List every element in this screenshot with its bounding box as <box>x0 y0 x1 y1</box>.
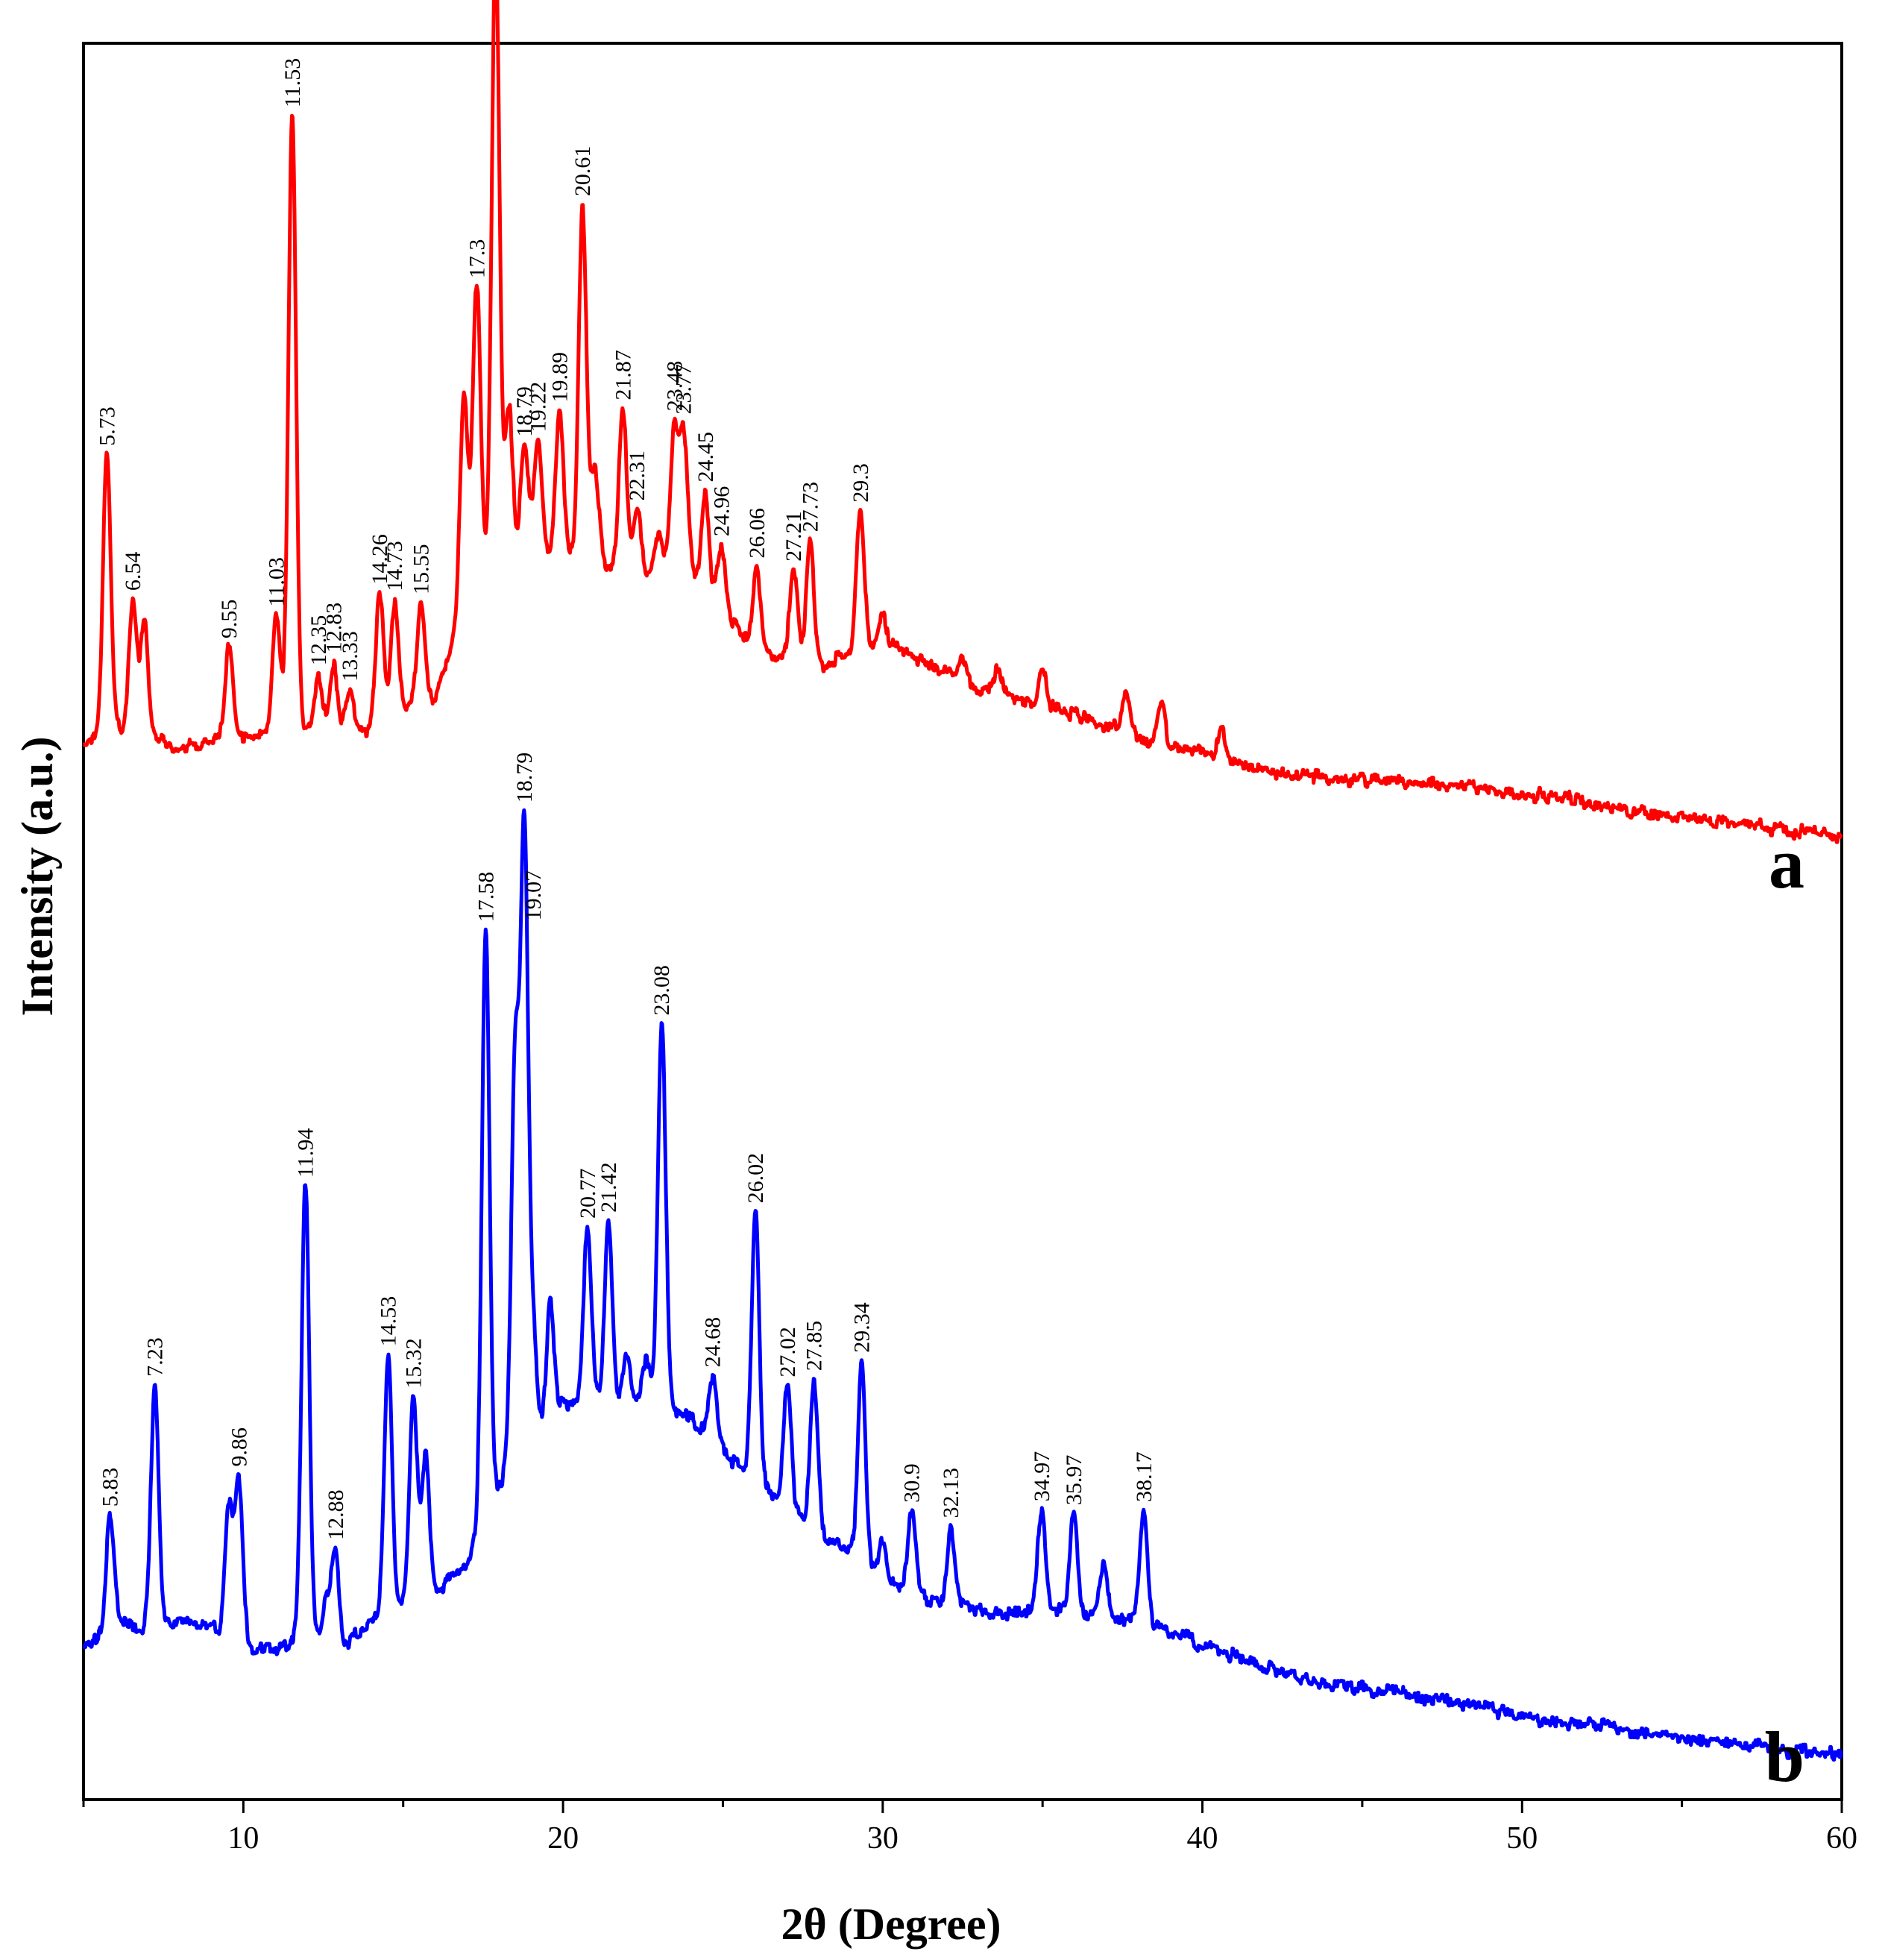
peak-label: 23.08 <box>649 965 674 1016</box>
peak-label: 27.02 <box>775 1327 800 1378</box>
peak-label: 5.83 <box>98 1468 123 1507</box>
peak-label: 5.73 <box>95 406 119 446</box>
peak-label: 24.96 <box>710 486 734 537</box>
peak-label: 20.61 <box>570 146 595 197</box>
peak-label: 32.13 <box>939 1468 963 1518</box>
peak-label: 24.45 <box>693 432 718 483</box>
peak-label: 18.79 <box>512 386 537 437</box>
peak-label: 27.73 <box>799 482 823 533</box>
peak-label: 17.58 <box>473 872 498 923</box>
x-tick-label: 50 <box>1506 1821 1538 1856</box>
peak-label: 35.97 <box>1062 1455 1086 1506</box>
peak-label: 26.02 <box>743 1153 768 1204</box>
x-tick-label: 40 <box>1187 1821 1218 1856</box>
peak-label: 9.86 <box>227 1427 251 1467</box>
peak-label: 15.32 <box>401 1338 426 1389</box>
peak-label: 11.53 <box>280 58 305 107</box>
peak-label: 14.53 <box>377 1296 401 1347</box>
peak-label: 38.17 <box>1132 1451 1157 1502</box>
peak-label: 30.9 <box>899 1463 924 1503</box>
peak-label: 23.48 <box>662 361 687 412</box>
x-axis-ticks <box>82 1800 1843 1813</box>
x-tick-label: 20 <box>547 1821 579 1856</box>
peak-label: 34.97 <box>1030 1451 1054 1502</box>
peak-label: 12.88 <box>324 1489 348 1540</box>
peak-label: 26.06 <box>745 508 770 559</box>
peak-label: 14.26 <box>368 534 392 585</box>
peak-label: 17.3 <box>465 239 489 279</box>
peak-label: 9.55 <box>217 600 242 639</box>
peak-label: 19.89 <box>547 352 572 403</box>
peak-label: 27.21 <box>781 511 806 562</box>
peak-label: 24.68 <box>701 1317 726 1368</box>
x-tick-label: 30 <box>867 1821 899 1856</box>
peak-label: 19.22 <box>526 382 551 433</box>
peak-label: 18.79 <box>512 753 537 803</box>
peak-label: 21.87 <box>611 350 635 401</box>
peak-label: 23.77 <box>672 364 696 415</box>
peak-label: 13.33 <box>338 631 362 682</box>
peak-label: 11.03 <box>265 557 289 606</box>
series-line-a <box>82 0 1843 844</box>
y-axis-title: Intensity (a.u.) <box>13 736 62 1016</box>
peak-label: 12.35 <box>306 615 331 666</box>
series-line-b <box>82 808 1843 1762</box>
x-axis-title: 2θ (Degree) <box>781 1900 1001 1949</box>
peak-label: 12.83 <box>322 603 347 653</box>
peak-label: 6.54 <box>121 552 145 591</box>
peak-label: 14.73 <box>383 541 407 591</box>
peak-label: 29.34 <box>850 1302 875 1353</box>
peak-label: 19.07 <box>521 870 546 921</box>
series-layer <box>82 0 1843 1762</box>
peak-label: 7.23 <box>143 1337 168 1377</box>
peak-label: 22.31 <box>625 450 649 501</box>
peak-label: 11.94 <box>294 1128 318 1178</box>
x-tick-label: 60 <box>1826 1821 1857 1856</box>
x-axis-tick-labels: 10 20 30 40 50 60 <box>227 1821 1857 1856</box>
series-tag-a: a <box>1769 823 1804 903</box>
series-tag-b: b <box>1765 1717 1804 1797</box>
peak-label: 29.3 <box>849 463 873 503</box>
peak-label: 15.55 <box>409 544 433 595</box>
peak-label: 27.85 <box>802 1321 827 1372</box>
peak-label: 21.42 <box>597 1162 621 1213</box>
x-tick-label: 10 <box>227 1821 259 1856</box>
plot-frame <box>82 42 1843 1801</box>
peak-label: 20.77 <box>576 1169 600 1219</box>
